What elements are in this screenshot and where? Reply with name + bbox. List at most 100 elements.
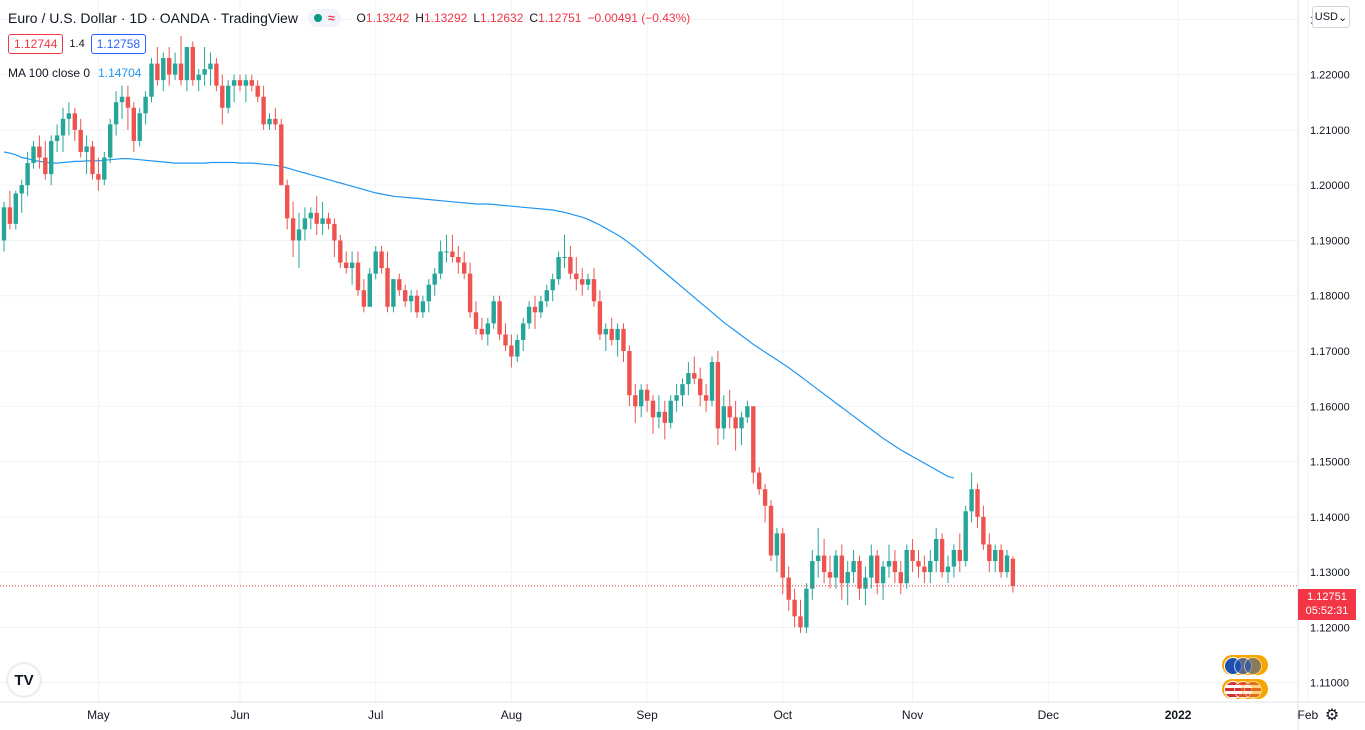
- candle-body-down: [597, 301, 603, 335]
- us-flag-icon: [1244, 681, 1262, 699]
- candle-body-down: [43, 157, 48, 175]
- ma-legend-value: 1.14704: [98, 66, 142, 80]
- candle-body-up: [544, 290, 549, 302]
- candle-body-up: [816, 555, 821, 562]
- y-axis-tick-label: 1.20000: [1310, 180, 1350, 192]
- x-axis-tick-label: May: [87, 708, 110, 722]
- candle-body-up: [208, 63, 213, 70]
- ma-legend[interactable]: MA 100 close 0 1.14704: [8, 66, 141, 80]
- symbol-title[interactable]: Euro / U.S. Dollar · 1D · OANDA · Tradin…: [8, 10, 298, 26]
- candle-body-up: [491, 301, 496, 324]
- buy-button[interactable]: 1.12758: [90, 34, 147, 54]
- candle-body-down: [220, 85, 225, 108]
- candle-body-up: [886, 561, 892, 567]
- candle-body-up: [774, 533, 780, 556]
- candle-body-up: [349, 262, 355, 269]
- close-label: C: [529, 11, 539, 25]
- candle-body-down: [37, 146, 42, 158]
- green-dot-icon: [313, 14, 322, 22]
- candle-body-up: [108, 124, 113, 158]
- y-axis-tick-label: 1.12000: [1310, 622, 1350, 634]
- candle-body-down: [355, 262, 361, 291]
- candle-body-up: [709, 362, 715, 401]
- candle-body-down: [762, 489, 768, 506]
- candle-body-up: [656, 411, 662, 418]
- candle-body-up: [54, 135, 60, 141]
- y-axis-tick-label: 1.14000: [1310, 512, 1350, 524]
- candle-body-down: [910, 549, 915, 562]
- y-axis-tick-label: 1.21000: [1310, 125, 1350, 137]
- candle-body-up: [945, 566, 951, 573]
- candle-body-down: [361, 290, 367, 307]
- candle-body-up: [231, 80, 237, 86]
- candle-body-down: [698, 378, 703, 396]
- wave-icon: ≈: [327, 11, 335, 25]
- candle-body-down: [96, 174, 101, 180]
- candle-body-down: [255, 85, 260, 97]
- open-label: O: [356, 11, 366, 25]
- y-axis-tick-label: 1.11000: [1310, 678, 1349, 690]
- y-axis-tick-label: 1.18000: [1310, 291, 1350, 303]
- candle-body-down: [532, 306, 538, 313]
- candle-body-down: [939, 538, 945, 573]
- candle-body-down: [922, 566, 927, 573]
- x-axis-tick-label: Sep: [636, 708, 658, 722]
- candle-body-down: [473, 312, 479, 329]
- candle-body-down: [798, 616, 803, 628]
- market-status[interactable]: ≈: [307, 9, 341, 27]
- candle-body-up: [1004, 555, 1010, 573]
- candle-body-down: [261, 96, 266, 125]
- candle-body-down: [821, 555, 827, 573]
- candle-body-down: [497, 301, 502, 335]
- candle-body-down: [237, 80, 243, 86]
- candle-body-down: [214, 63, 219, 86]
- candle-body-up: [845, 572, 850, 584]
- sell-button[interactable]: 1.12744: [8, 34, 64, 54]
- gear-icon[interactable]: ⚙: [1324, 707, 1340, 724]
- candle-body-down: [568, 257, 573, 274]
- candle-body-up: [639, 389, 644, 407]
- candle-body-down: [650, 400, 656, 418]
- candle-body-up: [562, 257, 567, 259]
- candle-body-down: [72, 113, 77, 130]
- candle-body-down: [285, 185, 290, 219]
- low-label: L: [473, 11, 481, 25]
- candle-body-up: [31, 146, 36, 164]
- candle-body-down: [703, 395, 709, 401]
- candle-body-down: [786, 577, 791, 600]
- candle-body-up: [84, 146, 89, 153]
- candle-body-up: [184, 46, 190, 81]
- currency-button[interactable]: USD ⌄: [1312, 6, 1350, 28]
- candle-body-down: [290, 218, 296, 241]
- candle-body-up: [810, 561, 815, 589]
- candle-body-up: [745, 406, 750, 418]
- candle-body-up: [296, 229, 302, 241]
- x-axis-tick-label: Dec: [1038, 708, 1059, 722]
- candle-body-down: [131, 107, 136, 141]
- candle-body-down: [875, 555, 880, 584]
- candle-body-up: [880, 566, 886, 584]
- candle-body-down: [621, 328, 626, 351]
- ohlc-values: O1.13242 H1.13292 L1.12632 C1.12751 −0.0…: [357, 11, 691, 25]
- candle-body-up: [49, 140, 54, 175]
- tv-logo-text: TV: [14, 671, 34, 689]
- x-axis-tick-label: 2022: [1165, 708, 1192, 722]
- high-label: H: [415, 11, 424, 25]
- candle-body-up: [993, 549, 998, 562]
- ma100-line: [3, 151, 955, 479]
- candle-body-up: [526, 306, 532, 324]
- candle-body-up: [367, 273, 372, 307]
- candle-body-down: [479, 328, 485, 335]
- candle-body-down: [981, 516, 986, 545]
- candle-body-up: [904, 549, 909, 584]
- candle-body-up: [928, 561, 933, 573]
- candle-body-up: [161, 58, 166, 81]
- tradingview-logo[interactable]: TV: [8, 664, 40, 696]
- candle-body-down: [751, 406, 756, 473]
- candle-body-down: [898, 572, 903, 584]
- candle-body-up: [19, 185, 24, 194]
- candle-body-down: [279, 124, 284, 186]
- candle-body-up: [674, 395, 679, 401]
